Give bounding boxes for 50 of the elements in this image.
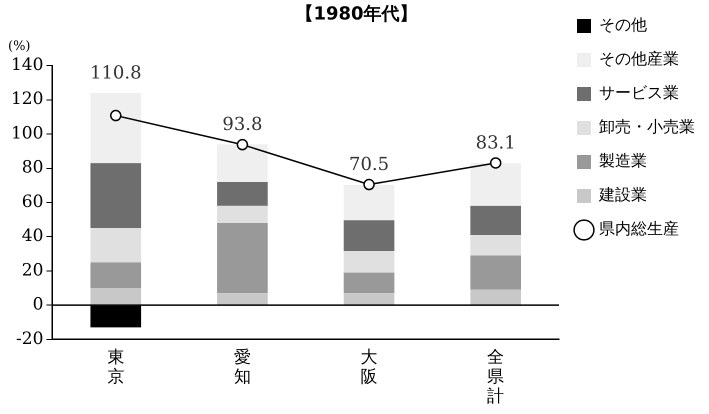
bar: [470, 234, 522, 256]
bar: [217, 144, 268, 182]
bar: [217, 206, 268, 224]
x-tick-label: 大阪: [360, 348, 378, 388]
bar: [90, 92, 142, 164]
legend-label: 県内総生産: [599, 219, 679, 238]
bar: [344, 220, 394, 252]
legend-label: その他産業: [599, 49, 679, 68]
bar: [344, 251, 394, 273]
bar: [470, 256, 522, 290]
y-tick-label: 60: [22, 192, 44, 212]
bar: [217, 223, 268, 294]
legend-label: 製造業: [599, 151, 647, 170]
point: [490, 157, 502, 169]
point: [110, 110, 122, 122]
bar: [90, 228, 142, 262]
bar: [90, 163, 142, 228]
data-label: 110.8: [90, 62, 142, 84]
y-tick-label: -20: [16, 328, 44, 349]
bar: [217, 182, 268, 206]
bar: [470, 290, 522, 305]
y-tick-label: 0: [32, 294, 44, 315]
point: [363, 178, 375, 190]
y-tick-label: 20: [22, 260, 44, 280]
chart-title: 【1980年代】: [295, 3, 418, 24]
bar: [90, 288, 142, 305]
y-tick-label: 40: [22, 226, 44, 246]
x-tick-label: 全県計: [487, 348, 504, 407]
legend-label: 卸売・小売業: [599, 117, 695, 136]
y-tick-label: 100: [10, 123, 44, 144]
x-tick-label: 東京: [107, 348, 124, 388]
data-label: 93.8: [222, 114, 262, 135]
bar: [344, 272, 394, 294]
legend-label: その他: [599, 15, 647, 34]
data-label: 83.1: [476, 132, 516, 154]
bar: [90, 262, 142, 288]
y-axis-title: (%): [8, 39, 30, 54]
y-tick-label: 80: [22, 158, 44, 178]
x-tick-label: 愛知: [234, 348, 251, 388]
bar: [344, 293, 394, 305]
data-label: 70.5: [349, 154, 390, 176]
y-tick-label: 120: [10, 89, 44, 110]
bar: [217, 293, 268, 305]
bar: [470, 163, 522, 206]
bar: [470, 206, 522, 235]
legend-label: サービス業: [599, 83, 679, 102]
y-tick-label: 140: [10, 55, 44, 76]
legend-label: 建設業: [598, 185, 647, 204]
bar: [344, 184, 394, 220]
point: [236, 138, 248, 150]
